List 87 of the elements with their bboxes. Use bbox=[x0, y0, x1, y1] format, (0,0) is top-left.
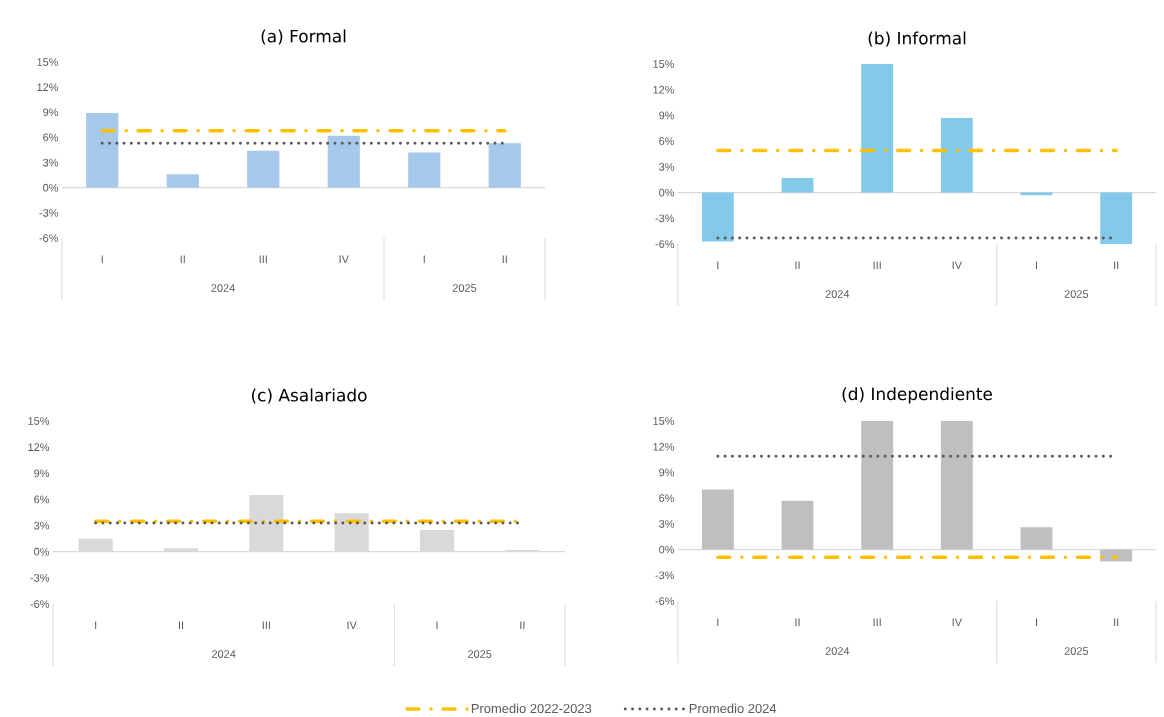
y-tick-label: -6% bbox=[39, 234, 59, 242]
text: 2025 bbox=[452, 284, 477, 292]
x-tick-label: II bbox=[795, 618, 800, 627]
y-tick-label: -3% bbox=[39, 208, 59, 217]
y-tick-label: 3% bbox=[659, 162, 675, 171]
text: 2025 bbox=[1064, 290, 1089, 298]
bar bbox=[781, 500, 814, 550]
x-tick-label: II bbox=[178, 621, 184, 630]
bar bbox=[247, 150, 280, 188]
x-tick-label: I bbox=[717, 618, 719, 627]
bar bbox=[327, 135, 360, 188]
x-tick-label: I bbox=[436, 621, 438, 630]
text: 2024 bbox=[212, 650, 236, 658]
y-tick-label: 0% bbox=[659, 545, 675, 554]
bar bbox=[861, 421, 894, 550]
x-tick-label: III bbox=[259, 255, 267, 264]
y-tick-label: 9% bbox=[659, 468, 675, 477]
y-tick-label: 3% bbox=[34, 521, 50, 530]
y-tick-label: 9% bbox=[43, 108, 59, 117]
y-tick-label: -6% bbox=[655, 240, 675, 248]
y-tick-label: 12% bbox=[37, 83, 59, 91]
bar bbox=[166, 174, 199, 188]
bar bbox=[940, 421, 973, 550]
y-tick-label: -3% bbox=[30, 573, 50, 582]
x-tick-label: I bbox=[95, 621, 97, 630]
x-tick-label: II bbox=[180, 255, 185, 264]
legend-label: Promedio 2022-2023 bbox=[471, 703, 592, 714]
bar bbox=[86, 113, 119, 188]
y-tick-label: 15% bbox=[37, 58, 59, 66]
x-tick-label: I bbox=[717, 261, 719, 270]
y-tick-label: -6% bbox=[30, 600, 50, 608]
chart-title: (b) Informal bbox=[868, 31, 966, 47]
x-tick-label: III bbox=[873, 618, 881, 627]
y-tick-label: 15% bbox=[28, 417, 50, 425]
x-tick-label: IV bbox=[952, 618, 962, 627]
y-tick-label: 12% bbox=[28, 443, 50, 451]
x-tick-label: I bbox=[1036, 261, 1038, 270]
y-tick-label: -6% bbox=[655, 597, 675, 605]
y-tick-label: 6% bbox=[659, 494, 675, 503]
bar bbox=[861, 64, 894, 193]
y-tick-label: 0% bbox=[43, 183, 59, 192]
bar bbox=[701, 192, 734, 242]
x-tick-label: IV bbox=[347, 621, 357, 630]
chart-title: (c) Asalariado bbox=[251, 388, 367, 404]
y-tick-label: 9% bbox=[34, 469, 50, 478]
chart-title: (d) Independiente bbox=[842, 387, 993, 404]
y-tick-label: 12% bbox=[653, 85, 675, 94]
text: 2024 bbox=[825, 290, 850, 298]
y-tick-label: 0% bbox=[659, 188, 675, 197]
legend-label: Promedio 2024 bbox=[689, 703, 777, 714]
x-tick-label: II bbox=[1114, 261, 1119, 270]
y-tick-label: 6% bbox=[34, 495, 50, 504]
text: 2024 bbox=[825, 647, 850, 655]
bar bbox=[408, 152, 441, 188]
y-tick-label: 15% bbox=[653, 417, 675, 425]
bar bbox=[1020, 527, 1053, 550]
x-tick-label: II bbox=[520, 621, 525, 630]
x-tick-label: II bbox=[795, 261, 800, 270]
y-tick-label: -3% bbox=[655, 571, 675, 580]
y-tick-label: 12% bbox=[653, 442, 675, 451]
y-tick-label: 3% bbox=[43, 158, 59, 167]
y-tick-label: 15% bbox=[653, 60, 675, 68]
bar bbox=[488, 143, 521, 188]
x-tick-label: IV bbox=[952, 261, 962, 270]
bar bbox=[1100, 192, 1133, 244]
y-tick-label: 0% bbox=[34, 547, 50, 556]
x-tick-label: III bbox=[262, 621, 270, 630]
text: 2024 bbox=[211, 284, 235, 292]
x-tick-label: II bbox=[502, 255, 507, 264]
x-tick-label: I bbox=[101, 255, 103, 264]
x-tick-label: IV bbox=[339, 255, 349, 264]
text: 2025 bbox=[1064, 647, 1089, 655]
y-tick-label: 6% bbox=[659, 137, 675, 146]
y-tick-label: 9% bbox=[659, 111, 675, 120]
bar bbox=[940, 118, 973, 193]
bar bbox=[701, 489, 734, 550]
y-tick-label: 3% bbox=[659, 519, 675, 528]
x-tick-label: III bbox=[873, 261, 881, 270]
text: 2025 bbox=[468, 650, 492, 658]
y-tick-label: -3% bbox=[655, 214, 675, 223]
y-tick-label: 6% bbox=[43, 133, 59, 142]
bar bbox=[1100, 549, 1133, 562]
bar bbox=[781, 178, 814, 193]
chart-title: (a) Formal bbox=[261, 29, 346, 45]
x-tick-label: I bbox=[423, 255, 425, 264]
x-tick-label: I bbox=[1036, 618, 1038, 627]
x-tick-label: II bbox=[1114, 618, 1119, 627]
